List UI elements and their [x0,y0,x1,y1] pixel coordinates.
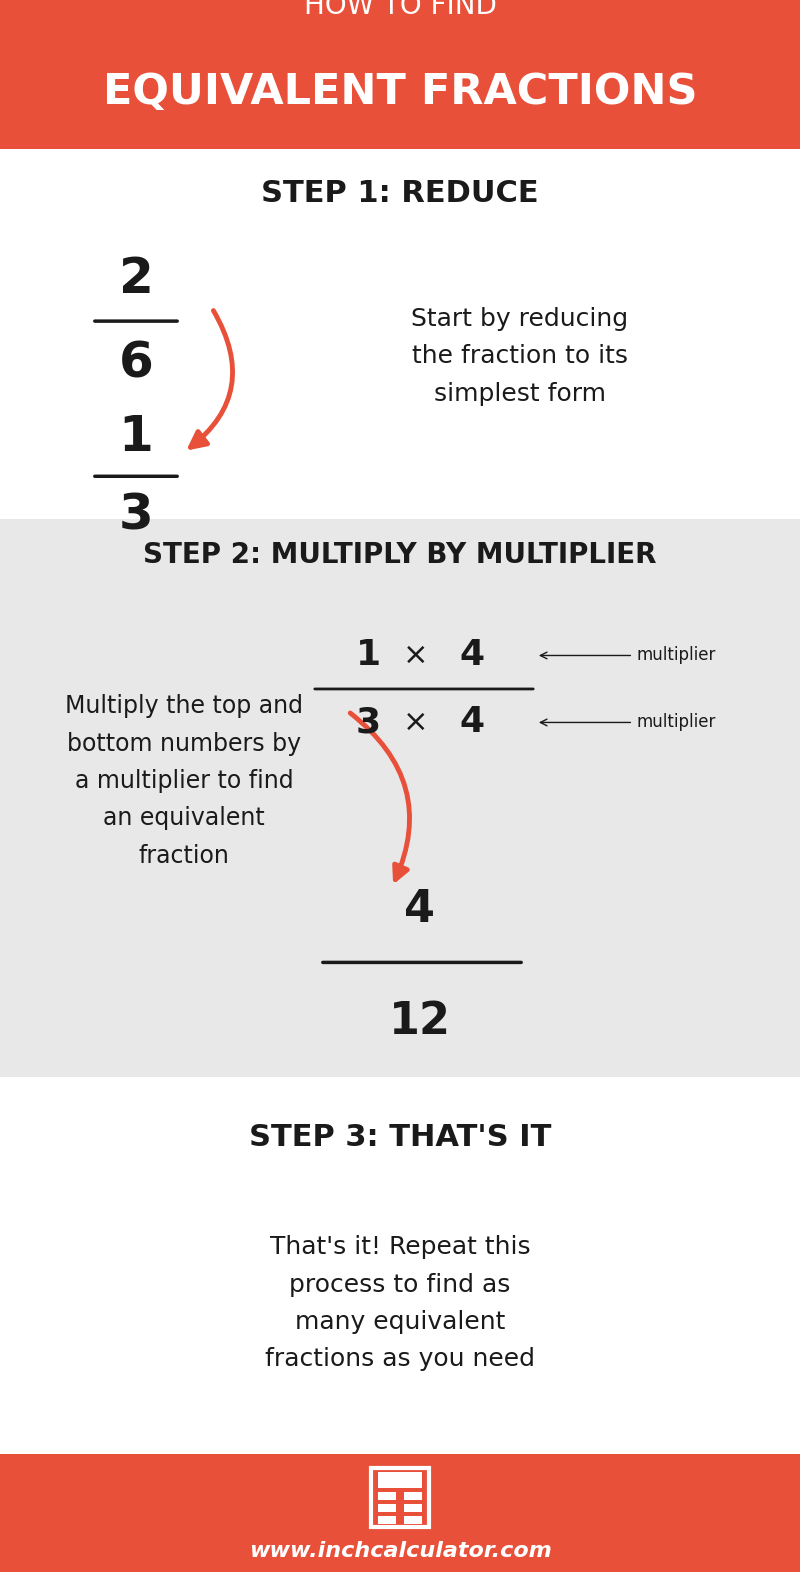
Text: Multiply the top and
bottom numbers by
a multiplier to find
an equivalent
fracti: Multiply the top and bottom numbers by a… [65,695,303,868]
Text: 3: 3 [355,706,381,739]
Text: EQUIVALENT FRACTIONS: EQUIVALENT FRACTIONS [102,71,698,113]
Text: www.inchcalculator.com: www.inchcalculator.com [249,1541,551,1561]
Text: STEP 3: THAT'S IT: STEP 3: THAT'S IT [249,1122,551,1152]
Bar [378,1504,396,1512]
Text: ×: × [403,641,429,670]
FancyArrowPatch shape [190,311,233,448]
Bar [378,1492,396,1500]
FancyBboxPatch shape [0,149,800,519]
Bar [404,1515,422,1525]
Text: 6: 6 [118,340,154,388]
Text: multiplier: multiplier [540,646,715,665]
Text: STEP 2: MULTIPLY BY MULTIPLIER: STEP 2: MULTIPLY BY MULTIPLIER [143,541,657,569]
Text: multiplier: multiplier [540,714,715,731]
Bar [371,1468,429,1528]
Text: HOW TO FIND: HOW TO FIND [303,0,497,20]
Text: 4: 4 [405,888,435,931]
Bar [378,1471,422,1489]
FancyArrowPatch shape [350,714,410,880]
FancyBboxPatch shape [0,1454,800,1572]
Text: 1: 1 [118,413,154,462]
Text: 2: 2 [118,255,154,303]
Text: 12: 12 [389,1000,451,1042]
Bar [404,1492,422,1500]
Text: 3: 3 [118,490,154,539]
Text: STEP 1: REDUCE: STEP 1: REDUCE [261,179,539,208]
Text: 4: 4 [459,638,485,673]
Text: 4: 4 [459,706,485,739]
FancyBboxPatch shape [0,1077,800,1454]
Bar [404,1504,422,1512]
Text: That's it! Repeat this
process to find as
many equivalent
fractions as you need: That's it! Repeat this process to find a… [265,1236,535,1371]
Text: ×: × [403,707,429,737]
Text: 1: 1 [355,638,381,673]
FancyBboxPatch shape [0,519,800,1077]
FancyBboxPatch shape [0,0,800,149]
Bar [378,1515,396,1525]
Text: Start by reducing
the fraction to its
simplest form: Start by reducing the fraction to its si… [411,307,629,406]
